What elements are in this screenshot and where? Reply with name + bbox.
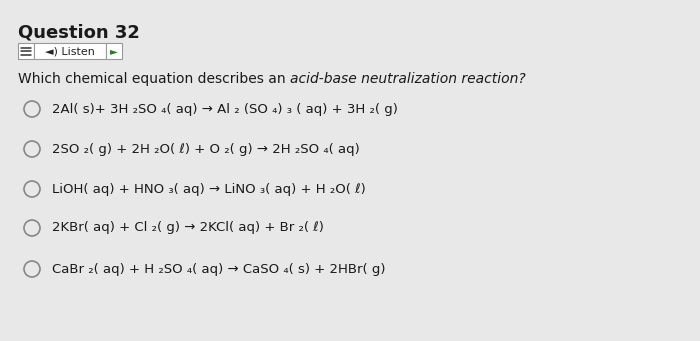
Bar: [18, 43, 34, 59]
Text: ►: ►: [110, 46, 118, 56]
Text: acid-base neutralization reaction?: acid-base neutralization reaction?: [290, 72, 526, 86]
Bar: [34, 43, 106, 59]
Text: CaBr ₂( aq) + H ₂SO ₄( aq) → CaSO ₄( s) + 2HBr( g): CaBr ₂( aq) + H ₂SO ₄( aq) → CaSO ₄( s) …: [52, 263, 386, 276]
Text: Question 32: Question 32: [18, 23, 140, 41]
Text: 2Al( s)+ 3H ₂SO ₄( aq) → Al ₂ (SO ₄) ₃ ( aq) + 3H ₂( g): 2Al( s)+ 3H ₂SO ₄( aq) → Al ₂ (SO ₄) ₃ (…: [52, 103, 398, 116]
Text: LiOH( aq) + HNO ₃( aq) → LiNO ₃( aq) + H ₂O( ℓ): LiOH( aq) + HNO ₃( aq) → LiNO ₃( aq) + H…: [52, 182, 365, 195]
Text: Which chemical equation describes an: Which chemical equation describes an: [18, 72, 290, 86]
Bar: [106, 43, 122, 59]
Text: 2KBr( aq) + Cl ₂( g) → 2KCl( aq) + Br ₂( ℓ): 2KBr( aq) + Cl ₂( g) → 2KCl( aq) + Br ₂(…: [52, 222, 324, 235]
Text: 2SO ₂( g) + 2H ₂O( ℓ) + O ₂( g) → 2H ₂SO ₄( aq): 2SO ₂( g) + 2H ₂O( ℓ) + O ₂( g) → 2H ₂SO…: [52, 143, 360, 155]
Text: ◄) Listen: ◄) Listen: [45, 46, 95, 56]
